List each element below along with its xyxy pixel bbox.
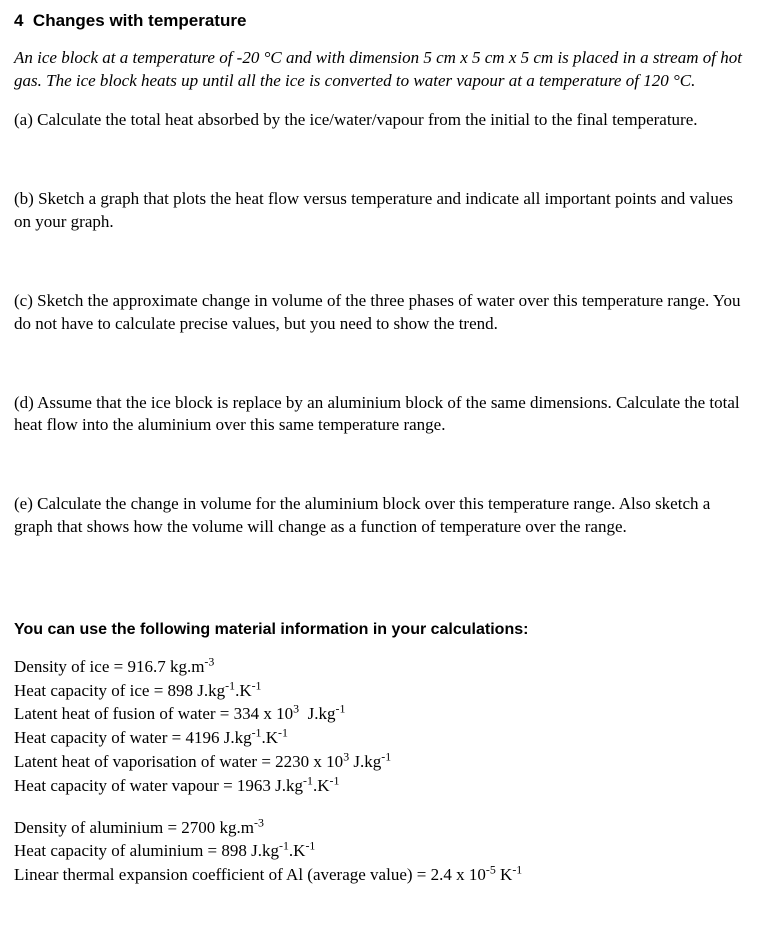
- info-line: Linear thermal expansion coefficient of …: [14, 863, 752, 887]
- info-line: Heat capacity of water = 4196 J.kg-1.K-1: [14, 726, 752, 750]
- question-d: (d) Assume that the ice block is replace…: [14, 392, 752, 438]
- question-b: (b) Sketch a graph that plots the heat f…: [14, 188, 752, 234]
- section-heading: 4 Changes with temperature: [14, 10, 752, 33]
- section-number: 4: [14, 11, 23, 30]
- info-line: Density of ice = 916.7 kg.m-3: [14, 655, 752, 679]
- aluminium-info-block: Density of aluminium = 2700 kg.m-3 Heat …: [14, 816, 752, 887]
- info-line: Heat capacity of ice = 898 J.kg-1.K-1: [14, 679, 752, 703]
- info-line: Heat capacity of aluminium = 898 J.kg-1.…: [14, 839, 752, 863]
- material-info-heading: You can use the following material infor…: [14, 619, 752, 641]
- section-title: Changes with temperature: [33, 11, 247, 30]
- question-c: (c) Sketch the approximate change in vol…: [14, 290, 752, 336]
- question-a: (a) Calculate the total heat absorbed by…: [14, 109, 752, 132]
- info-line: Latent heat of fusion of water = 334 x 1…: [14, 702, 752, 726]
- question-e: (e) Calculate the change in volume for t…: [14, 493, 752, 539]
- info-line: Heat capacity of water vapour = 1963 J.k…: [14, 774, 752, 798]
- problem-intro: An ice block at a temperature of -20 °C …: [14, 47, 752, 93]
- info-line: Density of aluminium = 2700 kg.m-3: [14, 816, 752, 840]
- water-info-block: Density of ice = 916.7 kg.m-3 Heat capac…: [14, 655, 752, 798]
- info-line: Latent heat of vaporisation of water = 2…: [14, 750, 752, 774]
